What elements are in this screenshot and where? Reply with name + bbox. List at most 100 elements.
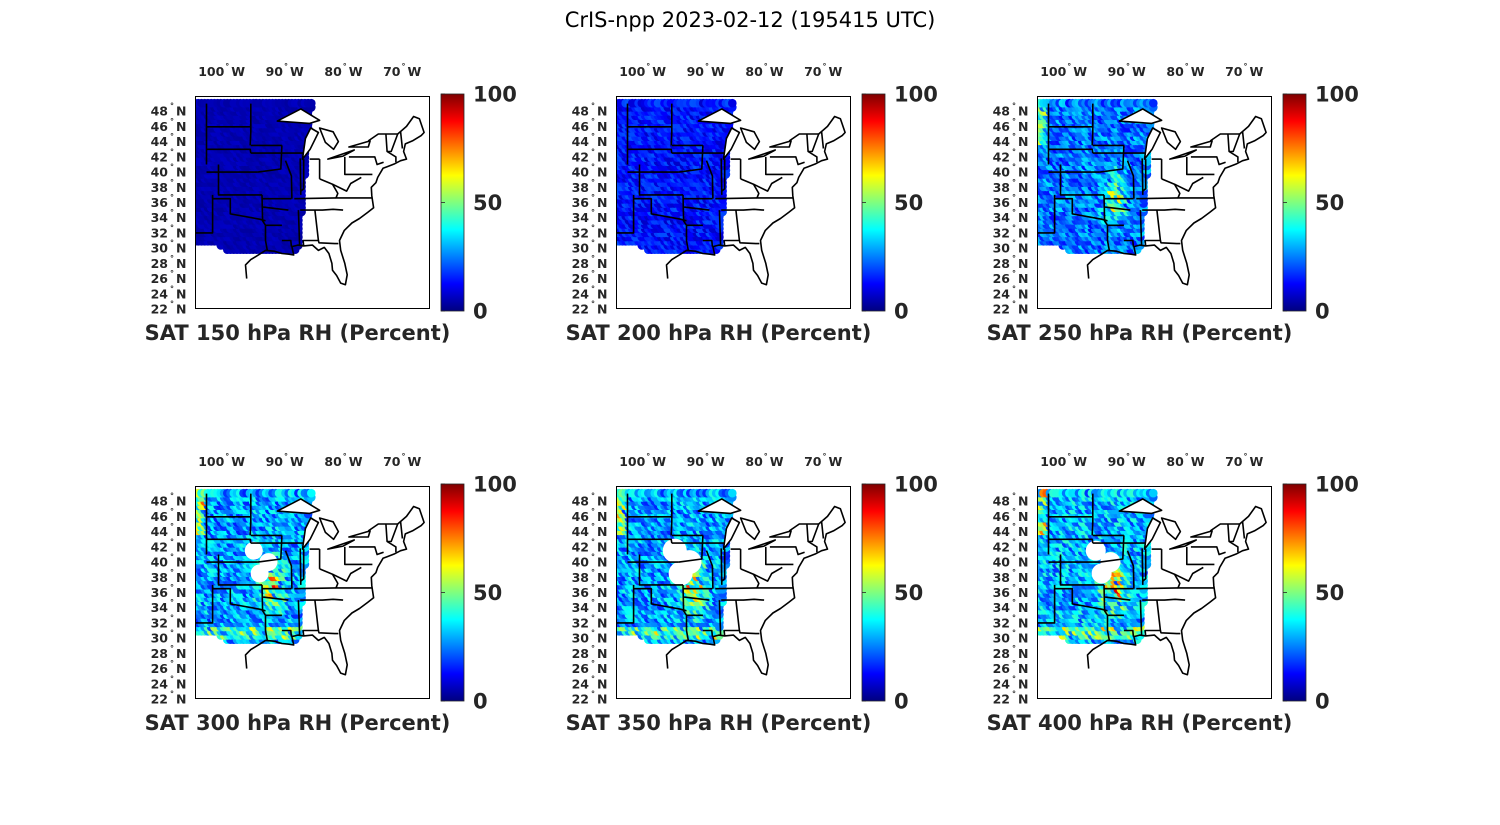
- lat-hemisphere: N: [176, 165, 186, 180]
- lat-hemisphere: N: [176, 210, 186, 225]
- lat-hemisphere: N: [1018, 271, 1028, 286]
- degree-mark: °: [591, 223, 595, 232]
- state-border: [1229, 133, 1241, 153]
- lat-tick-value: 46: [993, 119, 1011, 134]
- lat-hemisphere: N: [1018, 241, 1028, 256]
- lat-tick-value: 48: [572, 104, 589, 119]
- state-border: [740, 176, 783, 192]
- lat-tick-value: 44: [572, 134, 590, 149]
- lat-hemisphere: N: [176, 241, 186, 256]
- state-border: [1159, 240, 1181, 245]
- lat-tick-value: 42: [572, 149, 589, 164]
- degree-mark: °: [591, 269, 595, 278]
- degree-mark: °: [1244, 62, 1248, 71]
- colorbar-tick-label: 0: [473, 300, 488, 324]
- great-lake: [739, 127, 761, 151]
- state-border: [702, 239, 714, 247]
- lon-hemisphere: W: [349, 64, 363, 79]
- lon-hemisphere: W: [829, 64, 843, 79]
- coastline: [665, 115, 846, 286]
- state-border: [212, 197, 266, 222]
- lon-tick-value: 100: [1040, 64, 1066, 79]
- lat-tick-label: 24 ° N: [572, 284, 608, 301]
- state-border: [820, 131, 825, 149]
- great-lake: [1143, 127, 1162, 160]
- lat-tick-label: 38 ° N: [993, 178, 1029, 195]
- map-content: [195, 98, 425, 286]
- lon-tick-value: 90: [687, 64, 705, 79]
- lon-hemisphere: W: [652, 64, 666, 79]
- lat-hemisphere: N: [176, 302, 186, 317]
- state-border: [302, 210, 320, 246]
- state-border: [249, 103, 252, 146]
- lon-tick-value: 100: [619, 64, 645, 79]
- lon-tick-value: 90: [266, 64, 284, 79]
- state-border: [1099, 145, 1125, 173]
- degree-mark: °: [591, 117, 595, 126]
- state-border: [1136, 197, 1179, 200]
- map-panel: 100 ° W 90 ° W 80 ° W 70 ° W48 ° N46 ° N44 ° N42 ° N40 ° N38 °…: [566, 62, 938, 345]
- degree-mark: °: [170, 223, 174, 232]
- lat-tick-value: 28: [572, 256, 589, 271]
- state-border: [1059, 172, 1104, 196]
- lat-tick-value: 40: [151, 165, 169, 180]
- state-border: [1227, 133, 1239, 163]
- degree-mark: °: [1012, 147, 1016, 156]
- lon-tick-value: 80: [324, 64, 342, 79]
- lat-hemisphere: N: [176, 195, 186, 210]
- degree-mark: °: [591, 193, 595, 202]
- lon-tick-label: 70 ° W: [383, 62, 421, 79]
- lat-tick-label: 36 ° N: [993, 193, 1029, 210]
- degree-mark: °: [591, 163, 595, 172]
- degree-mark: °: [1012, 300, 1016, 309]
- panel-title: SAT 250 hPa RH (Percent): [987, 321, 1293, 345]
- state-border: [1241, 131, 1246, 149]
- state-border: [1037, 194, 1056, 234]
- lat-tick-value: 24: [572, 286, 590, 301]
- lat-tick-label: 40 ° N: [151, 163, 187, 180]
- lat-hemisphere: N: [1018, 195, 1028, 210]
- lat-tick-label: 26 ° N: [572, 269, 608, 286]
- lat-tick-label: 26 ° N: [151, 269, 187, 286]
- lon-hemisphere: W: [770, 64, 784, 79]
- lat-tick-value: 26: [572, 271, 590, 286]
- state-border: [319, 176, 362, 192]
- degree-mark: °: [1012, 132, 1016, 141]
- state-border: [1105, 206, 1131, 211]
- map-content: [1037, 98, 1267, 286]
- lat-hemisphere: N: [176, 134, 186, 149]
- degree-mark: °: [1012, 223, 1016, 232]
- lon-tick-value: 100: [198, 64, 224, 79]
- lat-tick-label: 34 ° N: [151, 208, 187, 225]
- degree-mark: °: [170, 178, 174, 187]
- degree-mark: °: [591, 208, 595, 217]
- lat-tick-label: 48 ° N: [993, 102, 1029, 119]
- lat-hemisphere: N: [1018, 119, 1028, 134]
- lat-hemisphere: N: [176, 119, 186, 134]
- coastline-borders: [1037, 103, 1267, 286]
- lon-tick-label: 70 ° W: [804, 62, 842, 79]
- degree-mark: °: [1126, 62, 1130, 71]
- rh-point: [307, 98, 316, 108]
- lat-tick-label: 32 ° N: [993, 223, 1029, 240]
- degree-mark: °: [170, 269, 174, 278]
- lon-tick-label: 100 ° W: [1040, 62, 1087, 79]
- great-lake: [327, 149, 355, 160]
- degree-mark: °: [591, 284, 595, 293]
- lat-hemisphere: N: [1018, 225, 1028, 240]
- degree-mark: °: [1012, 269, 1016, 278]
- lat-tick-value: 46: [151, 119, 169, 134]
- lat-tick-value: 26: [993, 271, 1011, 286]
- state-border: [670, 103, 673, 146]
- state-border: [300, 208, 344, 211]
- lat-hemisphere: N: [176, 271, 186, 286]
- lat-tick-value: 48: [151, 104, 168, 119]
- lat-tick-label: 46 ° N: [151, 117, 187, 134]
- lat-tick-value: 30: [572, 241, 590, 256]
- panel-title: SAT 150 hPa RH (Percent): [145, 321, 451, 345]
- map-panel: 100 ° W 90 ° W 80 ° W 70 ° W48 ° N46 ° N44 ° N42 ° N40 ° N38 °…: [145, 62, 517, 345]
- lat-tick-value: 34: [993, 210, 1011, 225]
- state-border: [616, 194, 635, 234]
- lat-tick-label: 24 ° N: [993, 284, 1029, 301]
- lat-hemisphere: N: [176, 256, 186, 271]
